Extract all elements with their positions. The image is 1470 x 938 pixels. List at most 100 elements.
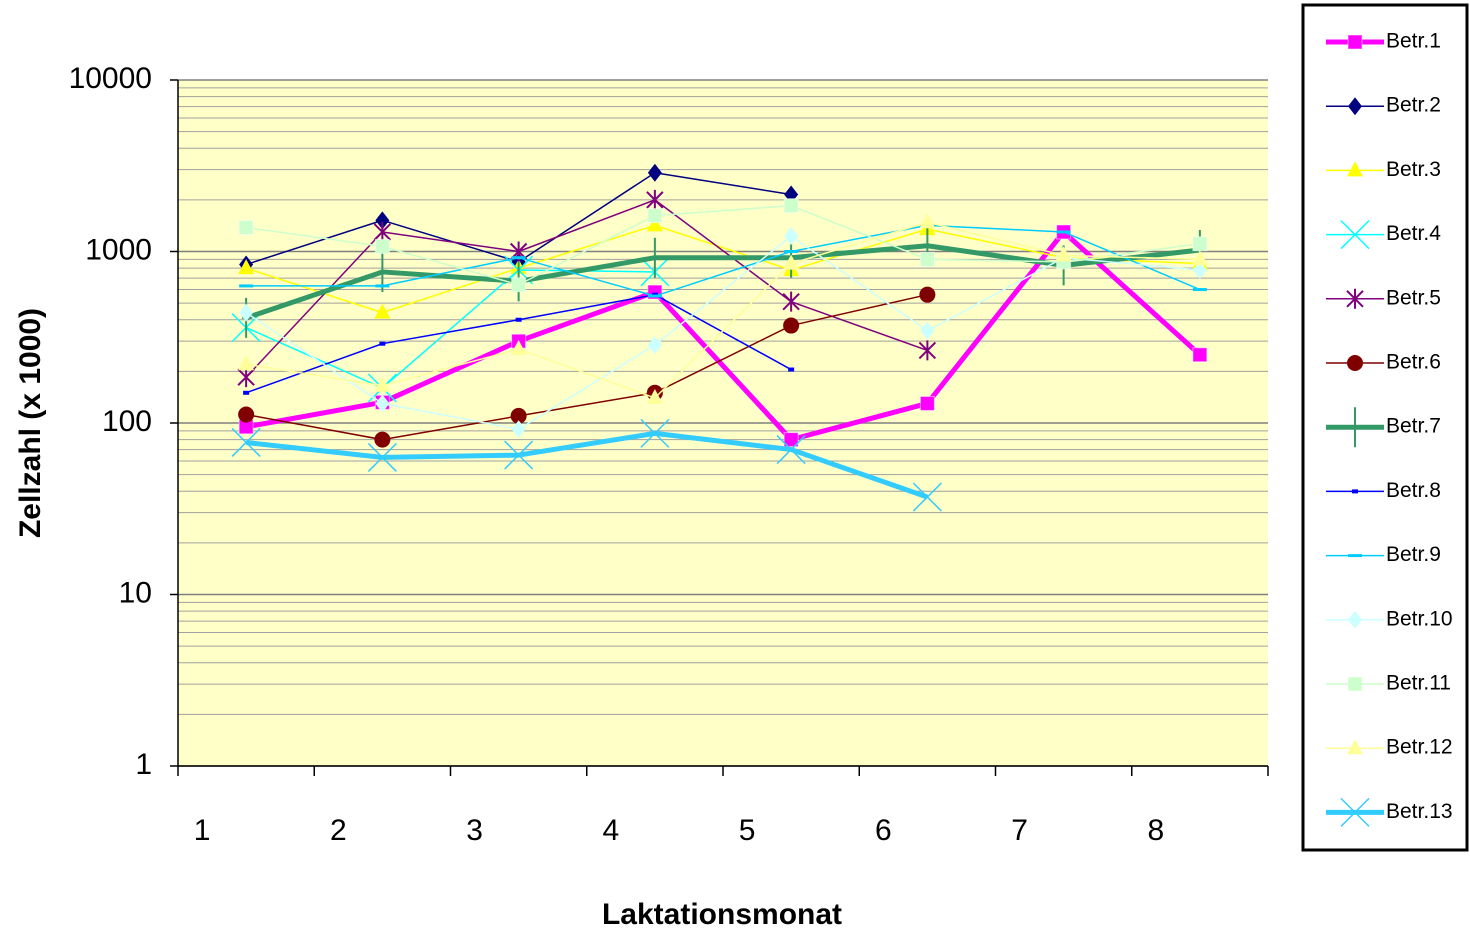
y-tick-label: 10000 [69,62,152,95]
legend-label: Betr.2 [1386,94,1441,117]
marker [776,435,806,465]
marker [1347,739,1363,755]
marker [511,277,527,293]
legend-label: Betr.12 [1386,736,1453,759]
marker [238,220,254,236]
marker [647,335,662,354]
marker [788,367,795,372]
marker [919,213,936,229]
marker [919,251,935,267]
marker [1346,288,1364,309]
series-line [246,204,1200,286]
marker [646,388,663,404]
marker [646,216,663,232]
marker [783,317,800,334]
marker [1347,34,1363,50]
marker [920,321,935,340]
marker [783,432,799,448]
legend-label: Betr.6 [1386,351,1441,374]
y-tick-label: 1 [135,748,152,781]
series-line [246,224,1201,297]
marker [375,394,390,413]
marker [912,482,942,512]
series-line [245,430,929,500]
marker [374,431,391,448]
marker [1347,355,1363,371]
x-tick-label: 4 [603,814,620,847]
y-axis-title: Zellzahl (x 1000) [14,308,47,538]
marker [367,442,397,472]
marker [918,340,937,361]
legend-label: Betr.4 [1386,222,1441,245]
x-axis-title: Laktationsmonat [602,898,842,931]
legend-label: Betr.1 [1386,30,1441,53]
marker [646,189,664,210]
marker [515,317,522,322]
legend-label: Betr.9 [1386,543,1441,566]
x-tick-label: 1 [194,814,211,847]
marker [374,238,390,254]
legend-label: Betr.5 [1386,286,1441,309]
marker [783,254,800,270]
x-tick-label: 2 [330,814,347,847]
legend-label: Betr.7 [1386,415,1441,438]
legend-label: Betr.11 [1386,672,1451,695]
marker [373,221,392,242]
marker [1351,407,1359,448]
marker [243,390,250,395]
marker [784,227,799,246]
marker [374,303,391,319]
marker [231,427,261,457]
marker [238,406,255,423]
legend-label: Betr.8 [1386,479,1441,502]
marker [783,198,799,214]
x-tick-label: 7 [1011,814,1028,847]
marker [511,420,526,439]
marker [1192,261,1207,280]
marker [1347,676,1363,692]
marker [238,355,255,371]
marker [510,340,527,356]
x-tick-label: 3 [466,814,483,847]
marker [1348,97,1362,116]
marker [647,208,663,224]
marker [379,341,386,346]
series-line [246,221,1200,399]
series-line [245,199,928,378]
marker [239,303,254,322]
marker [650,237,659,278]
x-tick-label: 5 [739,814,756,847]
marker [504,440,534,470]
series-line [245,224,1200,314]
x-tick-label: 8 [1148,814,1165,847]
marker [510,407,527,424]
marker [375,211,390,230]
marker [1191,250,1208,266]
series-line [245,293,928,441]
marker [782,291,800,312]
marker [1352,489,1358,494]
y-tick-label: 10 [119,576,152,609]
marker [919,395,935,411]
marker [1340,220,1370,250]
marker [1192,236,1208,252]
marker [1340,797,1370,827]
series-line [245,235,1200,430]
legend-label: Betr.13 [1386,800,1453,823]
legend-label: Betr.3 [1386,158,1441,181]
marker [238,259,255,275]
y-tick-label: 100 [102,405,152,438]
marker [1192,347,1208,363]
legend-label: Betr.10 [1386,607,1453,630]
marker [919,286,936,303]
marker [1055,246,1072,262]
marker [1347,161,1363,177]
y-tick-label: 1000 [85,233,152,266]
marker [647,163,662,182]
x-tick-label: 6 [875,814,892,847]
marker [237,367,255,388]
marker [1348,610,1362,629]
marker [640,418,670,448]
marker [374,376,391,392]
